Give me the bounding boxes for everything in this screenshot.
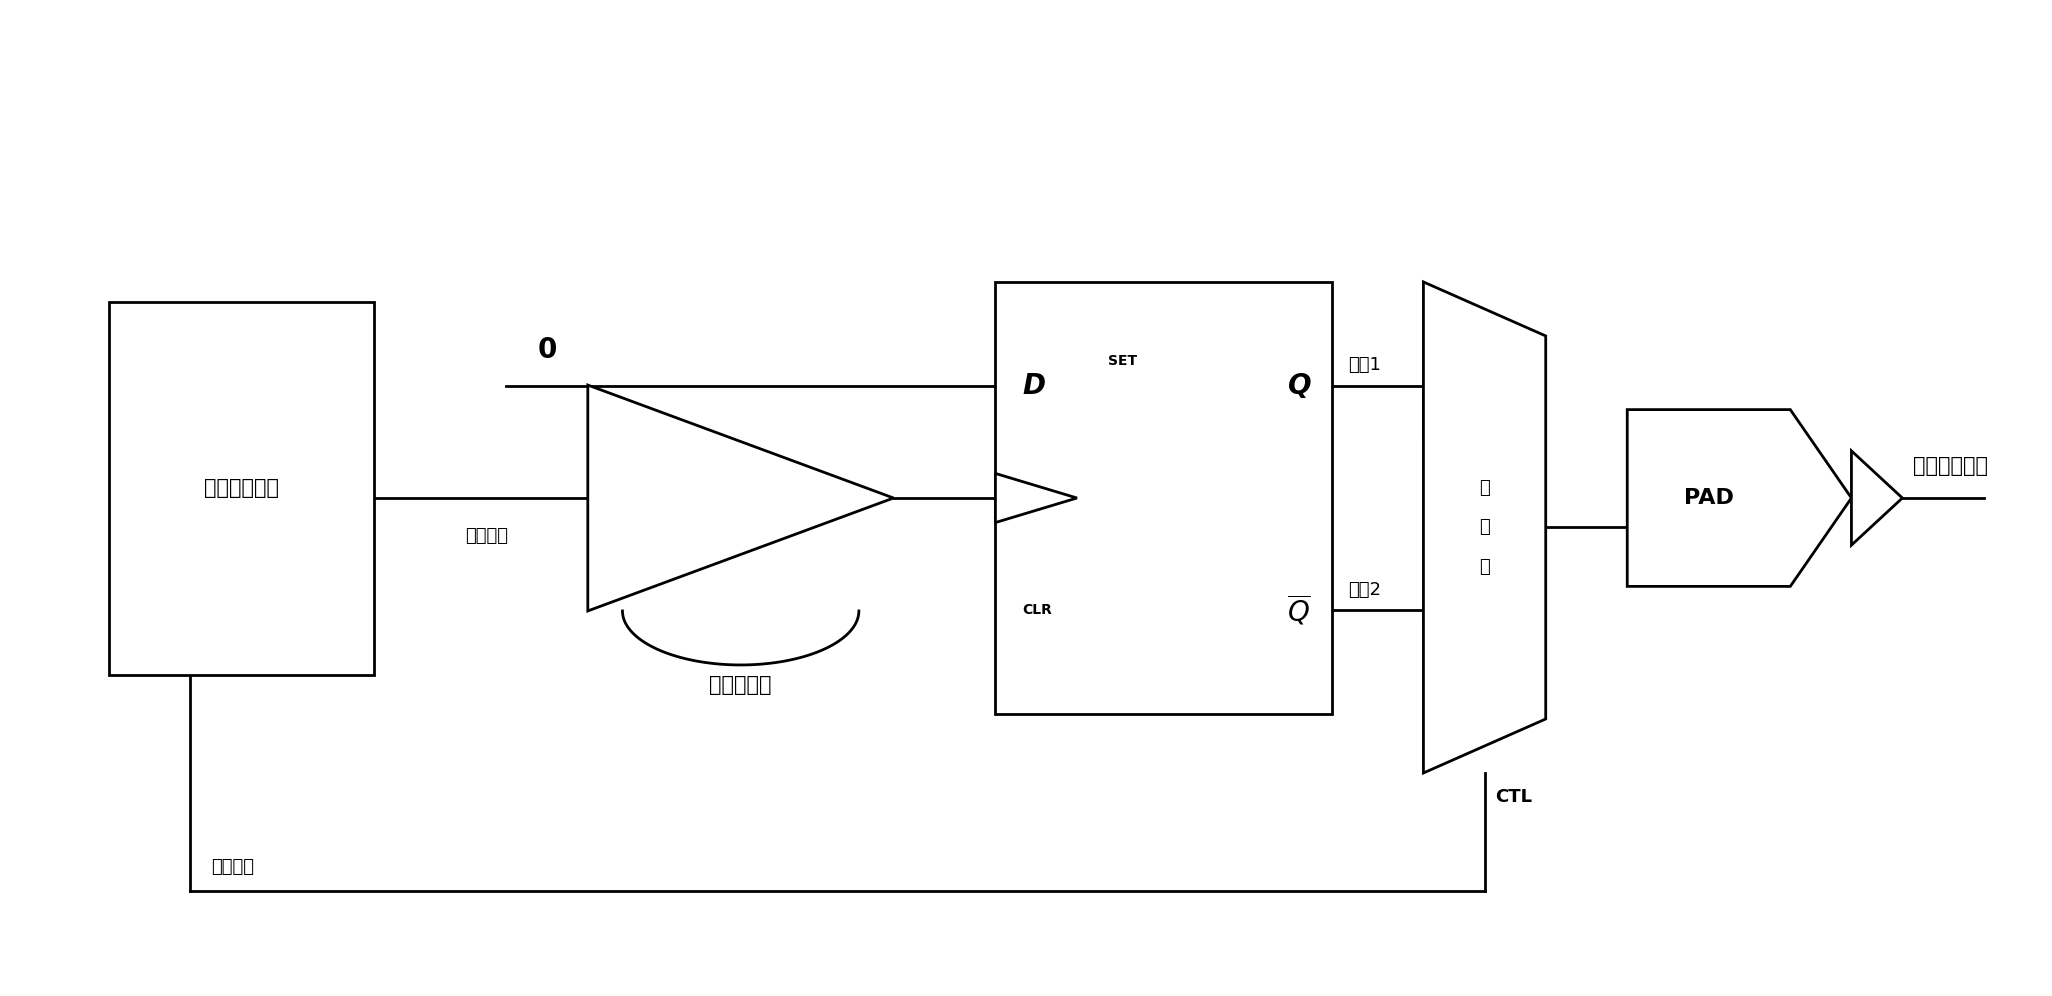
Text: 全局缓冲器: 全局缓冲器 [710,674,772,694]
Polygon shape [1627,409,1851,587]
Polygon shape [587,385,893,611]
Text: PAD: PAD [1685,488,1734,508]
Text: 0: 0 [538,336,556,365]
Bar [995,282,1332,714]
Text: 时钒管理单元: 时钒管理单元 [203,478,279,498]
Text: 输入1: 输入1 [1348,356,1381,374]
Text: 时钒信号: 时钒信号 [211,859,254,876]
Polygon shape [995,473,1077,523]
Text: 时钒信号: 时钒信号 [466,528,509,546]
Polygon shape [1424,282,1545,773]
Bar [109,302,373,674]
Text: CLR: CLR [1022,604,1053,618]
Text: $\overline{Q}$: $\overline{Q}$ [1287,593,1311,627]
Text: 择: 择 [1479,519,1490,537]
Text: 时钒信号输出: 时钒信号输出 [1912,456,1988,476]
Text: 输入2: 输入2 [1348,581,1381,599]
Text: CTL: CTL [1494,788,1531,806]
Polygon shape [1851,451,1902,545]
Text: Q: Q [1289,372,1311,399]
Text: 选: 选 [1479,479,1490,497]
Text: 器: 器 [1479,558,1490,576]
Text: SET: SET [1108,355,1137,369]
Text: D: D [1022,372,1044,399]
